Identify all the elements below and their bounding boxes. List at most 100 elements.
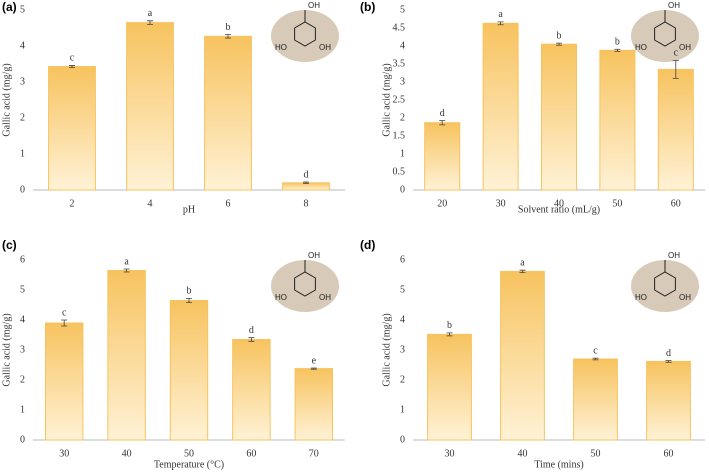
- x-tick-label: 50: [184, 448, 194, 459]
- x-tick-label: 8: [304, 198, 309, 209]
- error-bar: [147, 20, 153, 25]
- y-tick-label: 1: [400, 404, 405, 415]
- significance-letter: b: [226, 22, 231, 33]
- x-tick-label: 60: [246, 448, 256, 459]
- y-tick-label: 4.5: [393, 22, 406, 33]
- y-tick-label: 0: [20, 434, 25, 445]
- error-bar: [497, 21, 504, 26]
- molecule-ring: [654, 21, 676, 47]
- panel-label: (b): [360, 0, 375, 14]
- error-bar: [303, 181, 309, 184]
- y-tick-label: 3.5: [393, 58, 406, 69]
- error-bar: [225, 34, 231, 39]
- x-tick-label: 2: [70, 198, 75, 209]
- molecule-label: HO: [635, 43, 647, 52]
- molecule-backdrop: [271, 10, 339, 62]
- significance-letter: c: [674, 48, 679, 59]
- molecule-label: HO: [635, 293, 647, 302]
- bar: [44, 322, 84, 441]
- molecule-label: OH: [319, 43, 331, 52]
- y-tick-label: 4: [20, 314, 25, 325]
- significance-letter: c: [593, 345, 598, 356]
- molecule-ring: [294, 271, 316, 297]
- y-tick-label: 1: [400, 148, 405, 159]
- molecule-label: OH: [679, 43, 691, 52]
- molecule-ring: [294, 21, 316, 47]
- y-tick-label: 1: [20, 148, 25, 159]
- error-bar: [186, 298, 192, 303]
- y-tick-label: 3: [400, 76, 405, 87]
- bar: [657, 68, 694, 191]
- y-tick-label: 2: [20, 374, 25, 385]
- x-tick-label: 4: [148, 198, 153, 209]
- x-tick-label: 30: [496, 198, 506, 209]
- y-tick-label: 6: [20, 254, 25, 265]
- significance-letter: a: [124, 256, 129, 267]
- y-tick-label: 4: [20, 40, 25, 51]
- significance-letter: b: [187, 286, 192, 297]
- x-tick-label: 40: [518, 448, 528, 459]
- molecule-label: OH: [679, 293, 691, 302]
- x-axis-label: Solvent ratio (mL/g): [518, 204, 600, 215]
- y-axis-label: Gallic acid (mg/g): [1, 313, 12, 386]
- x-axis-label: pH: [183, 204, 195, 215]
- bar: [482, 22, 519, 191]
- bar: [294, 368, 334, 441]
- bar: [599, 49, 636, 191]
- significance-letter: d: [304, 169, 309, 180]
- significance-letter: c: [70, 53, 75, 64]
- y-tick-label: 3: [20, 344, 25, 355]
- x-tick-label: 6: [226, 198, 231, 209]
- error-bar: [310, 367, 317, 370]
- bar: [232, 339, 271, 441]
- y-tick-label: 0: [20, 184, 25, 195]
- molecule-label: OH: [668, 1, 680, 10]
- significance-letter: d: [249, 325, 254, 336]
- error-bar: [672, 60, 679, 79]
- molecule-label: HO: [275, 293, 287, 302]
- molecule-backdrop: [271, 260, 339, 312]
- x-tick-label: 70: [309, 448, 319, 459]
- molecule-label: HO: [275, 43, 287, 52]
- molecule-label: OH: [668, 251, 680, 260]
- x-tick-label: 30: [59, 448, 69, 459]
- significance-letter: b: [557, 30, 562, 41]
- error-bar: [248, 337, 255, 342]
- x-tick-label: 20: [437, 198, 447, 209]
- y-axis-label: Gallic acid (mg/g): [1, 63, 12, 136]
- bar: [427, 333, 472, 441]
- y-tick-label: 1.5: [393, 130, 406, 141]
- y-tick-label: 5: [400, 284, 405, 295]
- bar: [500, 270, 545, 441]
- x-axis-label: Temperature (°C): [154, 459, 224, 470]
- x-tick-label: 50: [612, 198, 622, 209]
- x-tick-label: 60: [664, 448, 674, 459]
- y-tick-label: 0: [400, 184, 405, 195]
- y-tick-label: 6: [400, 254, 405, 265]
- y-tick-label: 4: [400, 40, 405, 51]
- bar: [540, 43, 578, 191]
- significance-letter: d: [440, 108, 445, 119]
- significance-letter: c: [62, 307, 67, 318]
- bar: [107, 270, 146, 441]
- significance-letter: b: [447, 320, 452, 331]
- y-tick-label: 3: [400, 344, 405, 355]
- error-bar: [556, 42, 562, 46]
- significance-letter: a: [498, 9, 503, 20]
- y-tick-label: 2: [20, 112, 25, 123]
- y-tick-label: 2: [400, 112, 405, 123]
- error-bar: [614, 48, 621, 52]
- y-tick-label: 1: [20, 404, 25, 415]
- bar: [424, 122, 461, 191]
- molecule-label: OH: [308, 251, 320, 260]
- error-bar: [446, 332, 453, 337]
- significance-letter: e: [312, 355, 317, 366]
- error-bar: [519, 269, 526, 273]
- x-tick-label: 50: [591, 448, 601, 459]
- y-tick-label: 2.5: [393, 94, 406, 105]
- bar: [126, 22, 174, 191]
- y-tick-label: 3: [20, 76, 25, 87]
- y-tick-label: 0.5: [393, 166, 406, 177]
- panel-label: (c): [2, 238, 17, 252]
